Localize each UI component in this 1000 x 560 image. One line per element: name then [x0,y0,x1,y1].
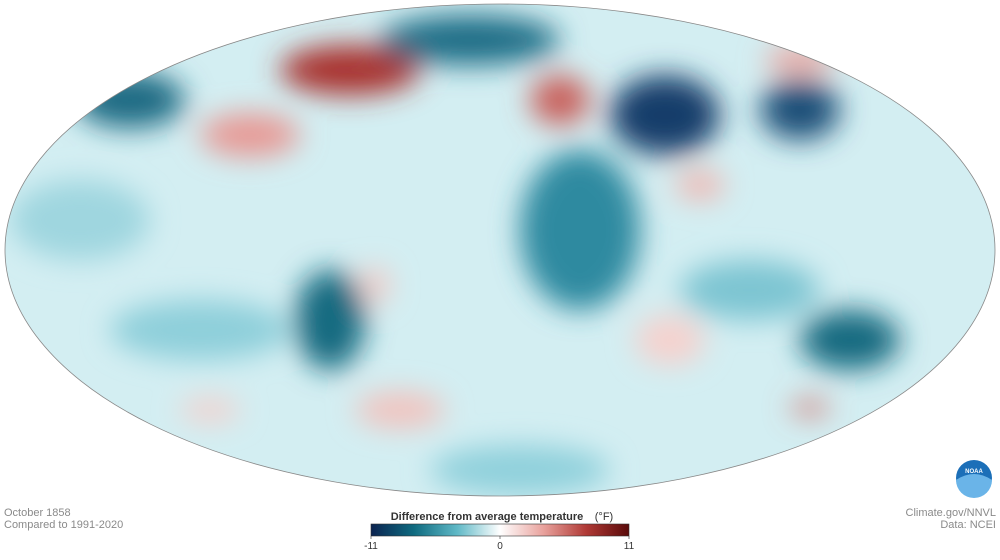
anomaly-field [10,15,900,495]
date-label: October 1858 [4,507,71,519]
noaa-logo: NOAA [956,460,992,498]
legend-tick-label: 11 [624,541,635,552]
legend-unit: (°F) [595,511,613,523]
legend: Difference from average temperature (°F)… [364,511,634,552]
anomaly-map [5,4,995,496]
baseline-label: Compared to 1991-2020 [4,519,123,531]
legend-tick-label: 0 [497,541,503,552]
legend-title: Difference from average temperature [391,511,584,523]
logo-text: NOAA [965,469,983,475]
colorbar [370,523,630,537]
credit-label: Climate.gov/NNVL [906,507,996,519]
source-label: Data: NCEI [940,519,996,531]
globe-outline [4,3,996,497]
legend-tick-label: -11 [364,541,378,552]
